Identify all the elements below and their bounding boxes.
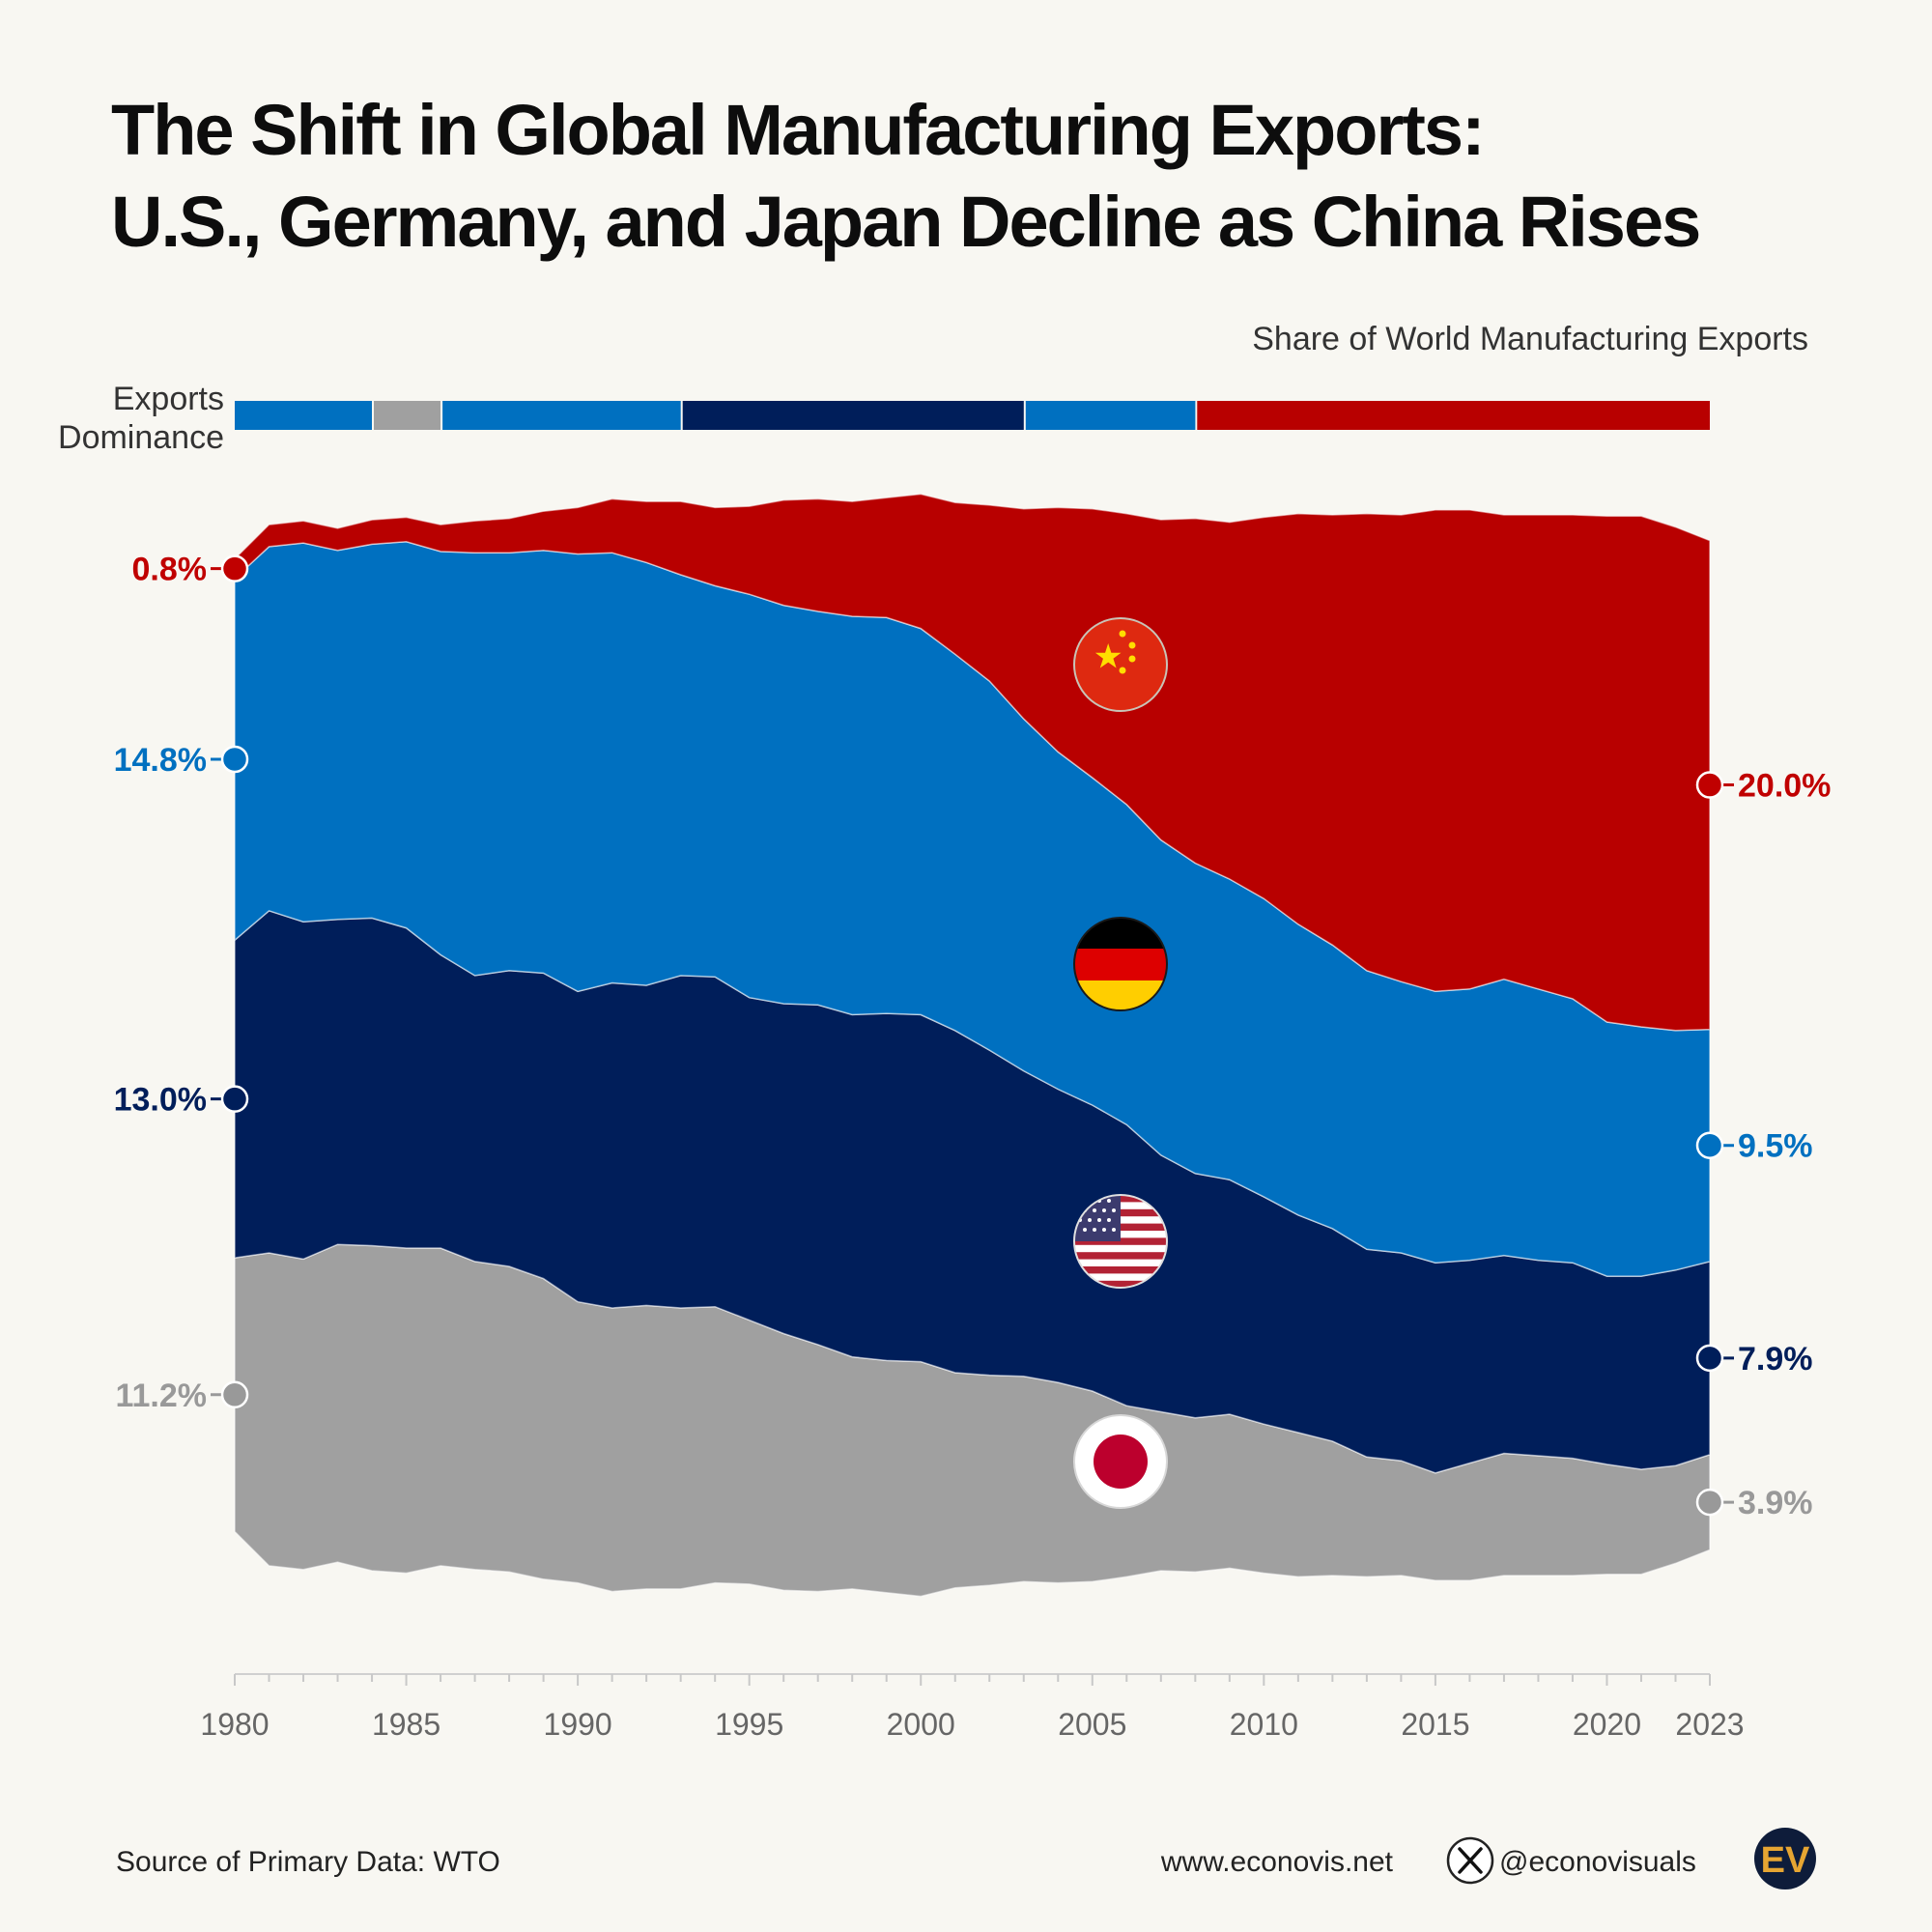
dominance-label-line-1: Exports [113, 381, 224, 417]
x-tick-label: 2010 [1230, 1707, 1298, 1742]
end-label-united-states: 7.9% [1738, 1341, 1813, 1378]
start-marker-united-states [220, 1085, 249, 1113]
start-label-united-states: 13.0% [114, 1082, 207, 1119]
chart-title-line-1: The Shift in Global Manufacturing Export… [111, 90, 1484, 170]
x-tick-label: 1995 [715, 1707, 783, 1742]
dominance-segment-united-states [682, 401, 1024, 430]
start-marker-china [220, 554, 249, 582]
start-label-germany: 14.8% [114, 742, 207, 779]
start-label-china: 0.8% [132, 552, 208, 588]
dominance-segment-japan [374, 401, 440, 430]
start-marker-japan [220, 1380, 249, 1409]
source-note: Source of Primary Data: WTO [116, 1846, 500, 1878]
stream-layers [234, 493, 1711, 1598]
dominance-segment-germany [442, 401, 681, 430]
x-tick-label: 2000 [887, 1707, 955, 1742]
dominance-segment-germany [235, 401, 372, 430]
end-marker-germany [1695, 1131, 1724, 1159]
end-marker-united-states [1695, 1344, 1724, 1373]
x-tick-label: 2023 [1675, 1707, 1744, 1742]
end-label-japan: 3.9% [1738, 1485, 1813, 1521]
x-tick-label: 1985 [372, 1707, 440, 1742]
start-label-japan: 11.2% [115, 1378, 207, 1414]
stream-china [234, 493, 1711, 1032]
end-marker-china [1695, 771, 1724, 799]
x-tick-label: 1990 [544, 1707, 612, 1742]
japan-flag-icon [1073, 1414, 1168, 1509]
dominance-segment-china [1197, 401, 1710, 430]
econovis-logo-text: EV [1761, 1840, 1810, 1881]
x-logo-icon [1446, 1836, 1494, 1885]
x-tick-label: 1980 [200, 1707, 269, 1742]
usa-flag-icon [1073, 1194, 1168, 1289]
end-markers: 11.2% 3.9% 13.0% 7.9% 14.8% 9.5% 0.8% 20.0% [114, 552, 1832, 1521]
dominance-label-line-2: Dominance [58, 419, 224, 456]
econovis-logo: EV [1754, 1828, 1816, 1889]
end-marker-japan [1695, 1488, 1724, 1517]
chart-subtitle: Share of World Manufacturing Exports [1252, 321, 1808, 357]
website-link[interactable]: www.econovis.net [1160, 1846, 1394, 1878]
x-tick-label: 2020 [1573, 1707, 1641, 1742]
end-label-germany: 9.5% [1738, 1128, 1813, 1165]
start-marker-germany [220, 745, 249, 774]
x-tick-label: 2015 [1401, 1707, 1469, 1742]
dominance-bar [235, 401, 1710, 430]
dominance-segment-germany [1025, 401, 1196, 430]
end-label-china: 20.0% [1738, 768, 1831, 805]
social-handle-link[interactable]: @econovisuals [1499, 1846, 1696, 1878]
chart-title-line-2: U.S., Germany, and Japan Decline as Chin… [111, 182, 1699, 262]
x-tick-label: 2005 [1058, 1707, 1126, 1742]
china-flag-icon [1073, 617, 1168, 712]
x-axis: 1980 1985 1990 1995 2000 2005 2010 2015 2020 2023 [200, 1673, 1745, 1742]
